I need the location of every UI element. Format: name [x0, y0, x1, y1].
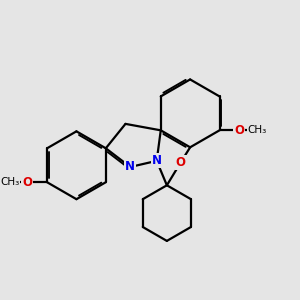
Text: N: N — [152, 154, 162, 167]
Text: CH₃: CH₃ — [247, 125, 266, 135]
Text: O: O — [22, 176, 32, 189]
Text: O: O — [176, 156, 186, 169]
Text: O: O — [234, 124, 244, 137]
Text: CH₃: CH₃ — [0, 177, 20, 187]
Text: N: N — [125, 160, 135, 173]
